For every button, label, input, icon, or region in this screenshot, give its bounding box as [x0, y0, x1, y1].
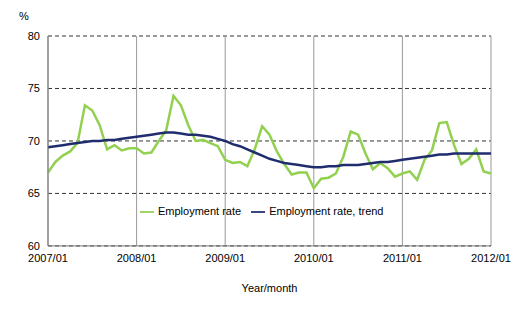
html-text:Employment rate, trend: Employment rate, trend [269, 205, 384, 217]
html-text:Employment rate: Employment rate [158, 205, 242, 217]
svg-text:%: % [19, 10, 29, 22]
svg-text:80: 80 [28, 30, 40, 42]
svg-text:70: 70 [28, 135, 40, 147]
svg-text:2011/01: 2011/01 [383, 252, 422, 264]
svg-text:75: 75 [28, 82, 40, 94]
svg-text:60: 60 [28, 240, 40, 252]
svg-text:2012/01: 2012/01 [471, 252, 511, 264]
svg-text:2008/01: 2008/01 [117, 252, 157, 264]
svg-text:2010/01: 2010/01 [294, 252, 334, 264]
svg-text:65: 65 [28, 187, 40, 199]
svg-text:2007/01: 2007/01 [28, 252, 68, 264]
svg-text:Year/month: Year/month [242, 282, 298, 294]
svg-text:2009/01: 2009/01 [205, 252, 245, 264]
